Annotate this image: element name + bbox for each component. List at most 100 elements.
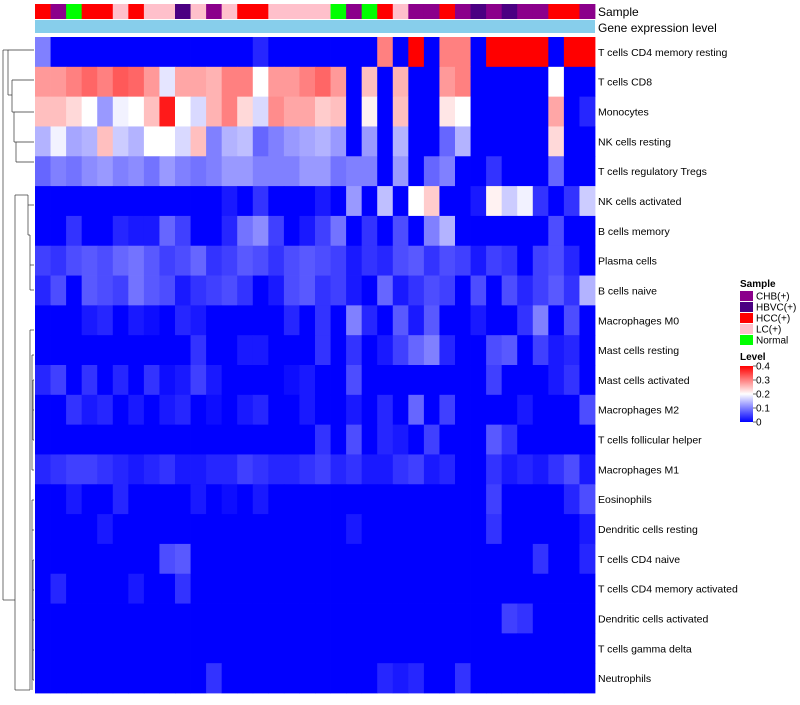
heatmap-cell (128, 96, 145, 127)
sample-legend-swatch (740, 313, 753, 323)
row-label: T cells CD4 naive (598, 554, 680, 566)
heatmap-cell (221, 275, 238, 306)
heatmap-cell (517, 394, 534, 426)
heatmap-cell (361, 543, 378, 575)
heatmap-cell (408, 484, 425, 515)
heatmap-cell (486, 663, 503, 694)
heatmap-cell (377, 37, 394, 68)
row-label: Macrophages M2 (598, 405, 679, 417)
heatmap-cell (190, 514, 207, 545)
heatmap-cell (299, 424, 316, 455)
heatmap-cell (532, 394, 549, 426)
heatmap-cell (237, 365, 254, 396)
heatmap-cell (408, 454, 425, 485)
heatmap-cell (206, 454, 223, 485)
heatmap-cell (143, 66, 160, 98)
heatmap-cell (112, 275, 129, 306)
sample-annotation-cell (548, 4, 565, 19)
heatmap-cell (237, 603, 254, 634)
heatmap-cell (159, 305, 176, 336)
heatmap-cell (346, 66, 363, 98)
heatmap-cell (517, 514, 534, 545)
heatmap-cell (408, 275, 425, 306)
heatmap-cell (190, 394, 207, 426)
heatmap-cell (439, 663, 456, 694)
heatmap-cell (81, 245, 98, 276)
heatmap-cell (486, 394, 503, 426)
heatmap-cell (81, 484, 98, 515)
heatmap-cell (268, 96, 285, 127)
heatmap-cell (423, 365, 440, 396)
heatmap-cell (439, 275, 456, 306)
heatmap-cell (346, 186, 363, 217)
heatmap-cell (361, 66, 378, 98)
heatmap-cell (50, 365, 67, 396)
heatmap-cell (455, 66, 471, 98)
heatmap-cell (392, 633, 409, 664)
heatmap-cell (330, 245, 347, 276)
level-legend-tick-label: 0.2 (756, 390, 770, 401)
heatmap-cell (50, 186, 67, 217)
heatmap-cell (361, 156, 378, 187)
gene-expression-track-label: Gene expression level (598, 21, 717, 35)
heatmap-cell (97, 633, 114, 664)
heatmap-cell (439, 454, 456, 485)
heatmap-cell (532, 454, 549, 485)
heatmap-cell (408, 514, 425, 545)
heatmap-cell (128, 37, 145, 68)
sample-annotation-cell (455, 4, 471, 19)
heatmap-cell (237, 484, 254, 515)
heatmap-cell (470, 484, 487, 515)
heatmap-cell (66, 484, 83, 515)
heatmap-cell (455, 484, 471, 515)
heatmap-cell (377, 543, 394, 575)
heatmap-cell (361, 663, 378, 694)
heatmap-cell (361, 186, 378, 217)
heatmap-cell (175, 335, 191, 366)
heatmap-cell (579, 186, 596, 217)
heatmap-cell (517, 186, 534, 217)
heatmap-cell (159, 245, 176, 276)
heatmap-cell (501, 66, 518, 98)
heatmap-cell (66, 156, 83, 187)
heatmap-cell (579, 543, 596, 575)
heatmap-cell (548, 66, 565, 98)
heatmap-cell (50, 573, 67, 604)
heatmap-cell (299, 335, 316, 366)
heatmap-cell (532, 96, 549, 127)
heatmap-cell (455, 215, 471, 247)
heatmap-cell (392, 454, 409, 485)
heatmap-cell (237, 275, 254, 306)
heatmap-cell (299, 37, 316, 68)
sample-annotation-cell (408, 4, 425, 19)
heatmap-cell (190, 335, 207, 366)
heatmap-cell (50, 37, 67, 68)
heatmap-cell (299, 573, 316, 604)
heatmap-cell (548, 424, 565, 455)
heatmap-cell (346, 424, 363, 455)
heatmap-cell (470, 186, 487, 217)
heatmap-cell (112, 573, 129, 604)
heatmap-cell (50, 305, 67, 336)
heatmap-cell (346, 156, 363, 187)
heatmap-cell (470, 245, 487, 276)
row-label: Dendritic cells resting (598, 524, 698, 536)
heatmap-cell (579, 484, 596, 515)
heatmap-cell (501, 335, 518, 366)
heatmap-cell (330, 66, 347, 98)
heatmap-cell (81, 335, 98, 366)
heatmap-cell (190, 633, 207, 664)
sample-annotation-cell (237, 4, 254, 19)
heatmap-cell (455, 186, 471, 217)
heatmap-cell (548, 305, 565, 336)
heatmap-cell (548, 573, 565, 604)
heatmap-cell (143, 424, 160, 455)
heatmap-cell (501, 96, 518, 127)
heatmap-cell (237, 96, 254, 127)
level-legend: Level 0.4 0.3 0.2 0.1 0 (740, 352, 770, 429)
sample-legend-label: Normal (756, 336, 788, 347)
heatmap-cell (346, 365, 363, 396)
heatmap-cell (315, 514, 331, 545)
heatmap-cell (190, 156, 207, 187)
heatmap-cell (330, 275, 347, 306)
